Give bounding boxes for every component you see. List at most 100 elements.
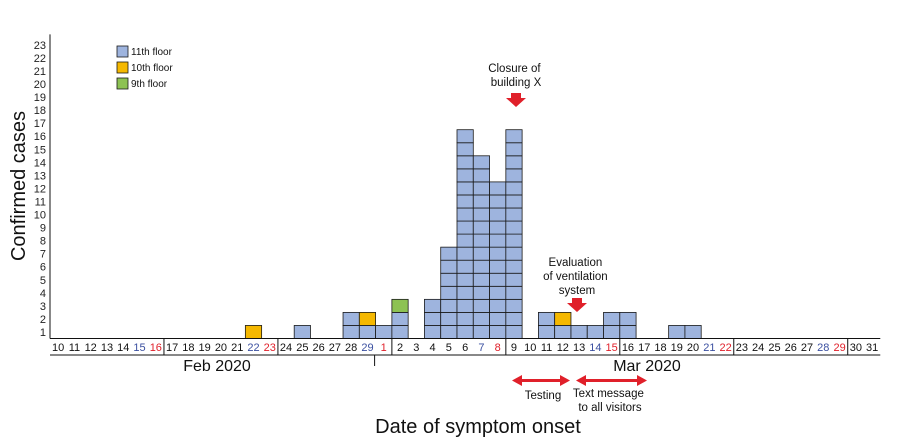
case-cell-11th-floor xyxy=(472,233,490,248)
case-cell-11th-floor xyxy=(472,272,490,287)
case-cell-11th-floor xyxy=(472,194,490,209)
case-cell-11th-floor xyxy=(440,325,458,339)
case-cell-11th-floor xyxy=(440,272,458,287)
case-cell-11th-floor xyxy=(456,311,474,326)
y-tick-label: 2 xyxy=(40,314,46,326)
case-cell-11th-floor xyxy=(440,246,458,261)
annotations: Closure of building X Evaluation of vent… xyxy=(488,63,647,414)
case-cell-11th-floor xyxy=(489,181,507,196)
legend-swatch-9th xyxy=(116,77,129,90)
y-tick-label: 23 xyxy=(34,40,46,52)
y-tick-label: 18 xyxy=(34,105,46,117)
x-tick-label: 26 xyxy=(312,342,324,354)
x-tick-label: 29 xyxy=(361,342,373,354)
x-tick-label: 1 xyxy=(381,342,387,354)
case-cell-11th-floor xyxy=(456,325,474,339)
x-tick-label: 19 xyxy=(671,342,683,354)
y-axis-title: Confirmed cases xyxy=(8,111,30,261)
case-cell-11th-floor xyxy=(505,181,523,196)
case-cell-11th-floor xyxy=(456,298,474,313)
y-tick-label: 22 xyxy=(34,53,46,65)
case-cell-11th-floor xyxy=(440,298,458,313)
x-tick-label: 22 xyxy=(719,342,731,354)
x-tick-label: 23 xyxy=(264,342,276,354)
x-axis-title: Date of symptom onset xyxy=(375,416,581,438)
y-tick-label: 4 xyxy=(40,288,46,300)
case-cell-10th-floor xyxy=(358,311,377,326)
case-cell-11th-floor xyxy=(293,325,311,339)
month-label-mar: Mar 2020 xyxy=(613,358,681,375)
case-cell-11th-floor xyxy=(489,220,507,235)
annotation-ventilation-line2: of ventilation xyxy=(543,271,608,283)
case-cell-11th-floor xyxy=(586,325,604,339)
x-tick-label: 20 xyxy=(215,342,227,354)
x-tick-label: 16 xyxy=(622,342,634,354)
case-cell-11th-floor xyxy=(489,311,507,326)
case-cell-11th-floor xyxy=(538,311,556,326)
annotation-text-message-line1: Text message xyxy=(573,388,644,400)
case-cell-11th-floor xyxy=(456,246,474,261)
x-tick-label: 27 xyxy=(801,342,813,354)
case-cell-11th-floor xyxy=(472,246,490,261)
case-cell-11th-floor xyxy=(505,311,523,326)
case-cell-11th-floor xyxy=(472,220,490,235)
case-cell-11th-floor xyxy=(424,311,442,326)
x-tick-label: 21 xyxy=(703,342,715,354)
y-tick-label: 15 xyxy=(34,144,46,156)
case-cell-11th-floor xyxy=(424,325,442,339)
y-tick-label: 5 xyxy=(40,275,46,287)
case-cell-11th-floor xyxy=(456,272,474,287)
annotation-closure-line2: building X xyxy=(491,77,542,89)
y-tick-label: 14 xyxy=(34,157,46,169)
case-cell-11th-floor xyxy=(472,259,490,274)
case-cell-11th-floor xyxy=(472,311,490,326)
case-cell-11th-floor xyxy=(554,325,572,339)
legend-label-10th: 10th floor xyxy=(131,63,173,74)
case-cell-11th-floor xyxy=(489,285,507,300)
case-cell-11th-floor xyxy=(472,181,490,196)
case-cell-11th-floor xyxy=(375,325,393,339)
case-cell-11th-floor xyxy=(668,325,686,339)
x-tick-label: 23 xyxy=(736,342,748,354)
case-cell-11th-floor xyxy=(456,155,474,170)
x-tick-label: 8 xyxy=(495,342,501,354)
x-tick-label: 10 xyxy=(52,342,64,354)
y-tick-label: 6 xyxy=(40,262,46,274)
case-cell-11th-floor xyxy=(342,311,360,326)
case-cell-11th-floor xyxy=(505,285,523,300)
x-tick-label: 2 xyxy=(397,342,403,354)
case-cell-11th-floor xyxy=(440,285,458,300)
x-tick-label: 27 xyxy=(329,342,341,354)
x-tick-label: 13 xyxy=(573,342,585,354)
y-tick-label: 8 xyxy=(40,236,46,248)
case-cell-11th-floor xyxy=(505,129,523,144)
case-cell-11th-floor xyxy=(456,285,474,300)
x-tick-label: 28 xyxy=(817,342,829,354)
x-tick-label: 13 xyxy=(101,342,113,354)
y-tick-label: 21 xyxy=(34,66,46,78)
case-cell-11th-floor xyxy=(456,129,474,144)
case-cell-11th-floor xyxy=(472,298,490,313)
case-cell-11th-floor xyxy=(424,298,442,313)
x-tick-label: 21 xyxy=(231,342,243,354)
y-tick-label: 20 xyxy=(34,79,46,91)
x-tick-label: 9 xyxy=(511,342,517,354)
x-tick-label: 11 xyxy=(69,342,80,354)
axes xyxy=(49,34,881,366)
case-cell-11th-floor xyxy=(505,233,523,248)
annotation-text-message-line2: to all visitors xyxy=(578,402,642,414)
case-cell-11th-floor xyxy=(440,259,458,274)
annotation-testing: Testing xyxy=(525,390,561,402)
case-cell-11th-floor xyxy=(489,325,507,339)
case-cell-11th-floor xyxy=(505,298,523,313)
case-cell-11th-floor xyxy=(456,259,474,274)
annotation-ventilation-line1: Evaluation xyxy=(549,257,603,269)
case-cell-11th-floor xyxy=(505,325,523,339)
annotation-ventilation: Evaluation of ventilation system xyxy=(543,257,611,297)
y-tick-label: 17 xyxy=(34,118,46,130)
annotation-closure: Closure of building X xyxy=(488,63,544,89)
x-tick-label: 15 xyxy=(606,342,618,354)
case-cell-11th-floor xyxy=(603,325,621,339)
y-tick-label: 19 xyxy=(34,92,46,104)
case-cell-11th-floor xyxy=(456,194,474,209)
